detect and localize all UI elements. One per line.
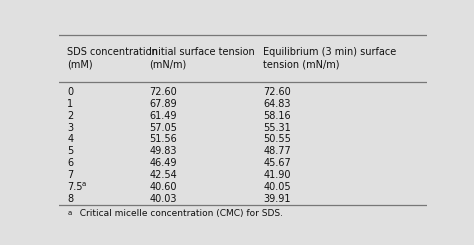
Text: 57.05: 57.05 [149,122,177,133]
Text: SDS concentration
(mM): SDS concentration (mM) [67,48,158,70]
Text: 61.49: 61.49 [149,111,177,121]
Text: 72.60: 72.60 [263,87,291,97]
Text: 58.16: 58.16 [263,111,291,121]
Text: 51.56: 51.56 [149,135,177,145]
Text: 50.55: 50.55 [263,135,291,145]
Text: 40.60: 40.60 [149,182,177,192]
Text: a: a [67,210,72,216]
Text: 1: 1 [67,99,73,109]
Text: 41.90: 41.90 [263,170,291,180]
Text: 5: 5 [67,146,73,156]
Text: 64.83: 64.83 [263,99,291,109]
Text: 45.67: 45.67 [263,158,291,168]
Text: 72.60: 72.60 [149,87,177,97]
Text: 4: 4 [67,135,73,145]
Text: 0: 0 [67,87,73,97]
Text: 8: 8 [67,194,73,204]
Text: 55.31: 55.31 [263,122,291,133]
Text: 46.49: 46.49 [149,158,177,168]
Text: a: a [82,181,86,187]
Text: 3: 3 [67,122,73,133]
Text: 49.83: 49.83 [149,146,177,156]
Text: Equilibrium (3 min) surface
tension (mN/m): Equilibrium (3 min) surface tension (mN/… [263,48,396,70]
Text: Initial surface tension
(mN/m): Initial surface tension (mN/m) [149,48,255,70]
Text: 2: 2 [67,111,73,121]
Text: 7: 7 [67,170,73,180]
Text: 39.91: 39.91 [263,194,291,204]
Text: Critical micelle concentration (CMC) for SDS.: Critical micelle concentration (CMC) for… [74,209,283,218]
Text: 40.05: 40.05 [263,182,291,192]
Text: 40.03: 40.03 [149,194,177,204]
Text: 48.77: 48.77 [263,146,291,156]
Text: 7.5: 7.5 [67,182,83,192]
Text: 67.89: 67.89 [149,99,177,109]
Text: 6: 6 [67,158,73,168]
Text: 42.54: 42.54 [149,170,177,180]
